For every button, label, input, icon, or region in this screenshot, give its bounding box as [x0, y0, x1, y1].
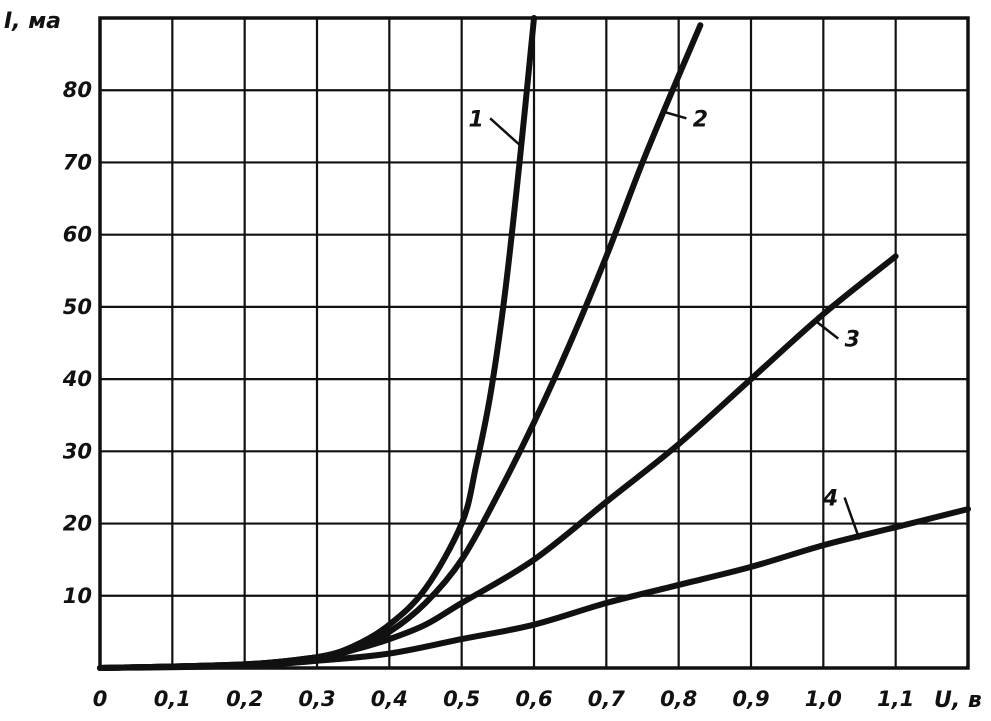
y-tick-label: 60: [63, 223, 92, 247]
grid: [100, 18, 968, 668]
x-tick-label: 0,8: [660, 687, 697, 711]
curve-3: [97, 253, 899, 671]
curve-2: [97, 22, 704, 671]
y-tick-label: 30: [63, 439, 92, 463]
x-axis-title: U, в: [934, 688, 982, 713]
x-tick-label: 1,0: [805, 687, 842, 711]
x-tick-label: 0,4: [371, 687, 408, 711]
x-tick-label: 0: [93, 687, 108, 711]
curve-4: [97, 506, 971, 671]
x-tick-labels: 0 0,1 0,2 0,3 0,4 0,5 0,6 0,7 0,8 0,9 1,0 1,1: [93, 687, 915, 711]
x-tick-label: 0,3: [298, 687, 335, 711]
y-tick-label: 10: [63, 584, 92, 608]
curve-label-2: 2: [693, 107, 708, 132]
curve-leader-4: [843, 497, 861, 540]
curve-label-4: 4: [822, 487, 838, 512]
y-tick-labels: 10 20 30 40 50 60 70 80: [62, 78, 92, 608]
curve-leader-3: [815, 320, 840, 340]
y-tick-label: 40: [62, 367, 92, 391]
y-tick-label: 80: [63, 78, 92, 102]
curve-label-1: 1: [468, 107, 483, 132]
y-tick-label: 20: [63, 512, 92, 536]
y-tick-label: 70: [63, 150, 92, 174]
x-tick-label: 0,9: [732, 687, 769, 711]
x-tick-label: 0,5: [443, 687, 480, 711]
curve-leader-2: [663, 110, 687, 120]
y-tick-label: 50: [63, 295, 92, 319]
x-tick-label: 1,1: [877, 687, 914, 711]
y-axis-title: I, ма: [4, 9, 61, 34]
curve-label-3: 3: [845, 328, 860, 353]
curves: [97, 15, 971, 671]
x-tick-label: 0,2: [226, 687, 263, 711]
curve-leader-1: [489, 117, 524, 149]
x-tick-label: 0,6: [515, 687, 552, 711]
x-tick-label: 0,1: [154, 687, 191, 711]
x-tick-label: 0,7: [588, 687, 626, 711]
curve-callouts: 1 2 3 4: [468, 107, 861, 540]
